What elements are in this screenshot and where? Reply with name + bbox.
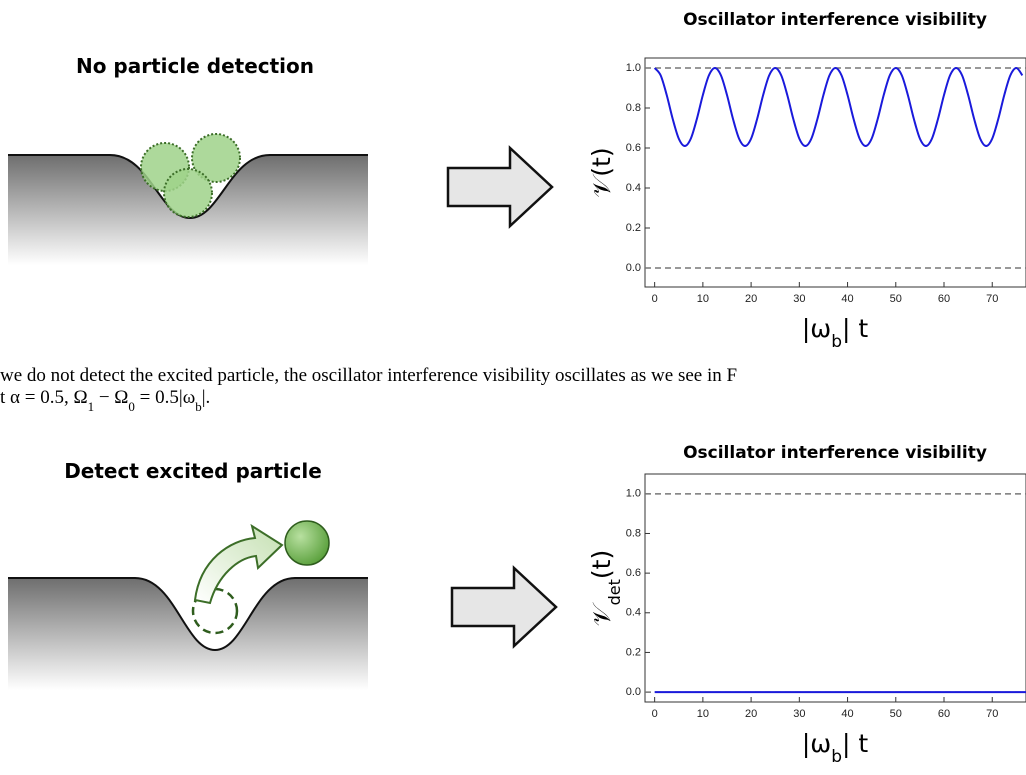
text-part: | t bbox=[842, 729, 868, 758]
y-tick-label: 0.6 bbox=[626, 567, 641, 579]
y-axis-label: 𝒱(t) bbox=[587, 147, 616, 197]
y-tick-label: 0.8 bbox=[626, 527, 641, 539]
text-part: (t) bbox=[587, 550, 616, 579]
text-part: |ω bbox=[802, 729, 831, 758]
particle bbox=[284, 520, 330, 566]
y-axis-label: 𝒱det(t) bbox=[587, 550, 624, 626]
x-tick-label: 70 bbox=[986, 293, 998, 305]
text-part: 0 bbox=[128, 399, 135, 414]
well-edge bbox=[8, 154, 368, 220]
text-part: b bbox=[831, 332, 842, 352]
chart-title: Oscillator interference visibility bbox=[683, 443, 987, 463]
escape-arrow bbox=[193, 523, 284, 605]
x-tick-label: 10 bbox=[697, 293, 709, 305]
plot-frame bbox=[644, 473, 1026, 703]
y-tick-label: 0.4 bbox=[626, 182, 641, 194]
series-line bbox=[653, 66, 1024, 148]
y-tick-label: 0.4 bbox=[626, 607, 641, 619]
text-part: 𝒱(t) bbox=[587, 147, 616, 197]
text-part: t α = 0.5, Ω bbox=[0, 387, 88, 408]
x-tick-label: 0 bbox=[652, 293, 658, 305]
x-tick-label: 20 bbox=[745, 708, 757, 720]
particles bbox=[140, 133, 241, 218]
well-edge bbox=[8, 577, 368, 652]
x-tick-label: 50 bbox=[890, 708, 902, 720]
y-tick-label: 0.0 bbox=[626, 262, 641, 274]
x-axis-label: |ωb| t bbox=[802, 314, 869, 352]
x-tick-label: 70 bbox=[986, 708, 998, 720]
x-tick-label: 40 bbox=[841, 708, 853, 720]
text-part: 𝒱 bbox=[587, 601, 616, 626]
x-tick-label: 40 bbox=[841, 293, 853, 305]
y-tick-label: 0.2 bbox=[626, 646, 641, 658]
y-tick-label: 0.2 bbox=[626, 222, 641, 234]
text-part: det bbox=[605, 579, 624, 605]
y-tick-label: 0.8 bbox=[626, 102, 641, 114]
x-tick-label: 20 bbox=[745, 293, 757, 305]
text-part: − Ω bbox=[94, 387, 128, 408]
caption-line: t α = 0.5, Ω1 − Ω0 = 0.5|ωb|. bbox=[0, 387, 210, 414]
x-tick-label: 30 bbox=[793, 293, 805, 305]
text-part: |ω bbox=[802, 314, 831, 343]
text-part: | t bbox=[842, 314, 868, 343]
arrow bbox=[450, 565, 558, 649]
well bbox=[8, 155, 368, 265]
chart-title: Oscillator interference visibility bbox=[683, 10, 987, 30]
text-part: 1 bbox=[88, 399, 95, 414]
x-axis-label: |ωb| t bbox=[802, 729, 869, 767]
x-tick-label: 60 bbox=[938, 293, 950, 305]
text-part: b bbox=[195, 399, 202, 414]
caption-line: we do not detect the excited particle, t… bbox=[0, 365, 737, 386]
y-tick-label: 0.0 bbox=[626, 686, 641, 698]
panel-title: Detect excited particle bbox=[64, 459, 322, 483]
plot-frame bbox=[644, 57, 1026, 288]
x-tick-label: 30 bbox=[793, 708, 805, 720]
text-part: b bbox=[831, 747, 842, 767]
panel-title: No particle detection bbox=[76, 54, 314, 78]
arrow bbox=[446, 145, 554, 229]
well bbox=[8, 578, 368, 690]
text-part: we do not detect the excited particle, t… bbox=[0, 365, 737, 386]
x-tick-label: 0 bbox=[652, 708, 658, 720]
x-tick-label: 60 bbox=[938, 708, 950, 720]
y-tick-label: 1.0 bbox=[626, 62, 641, 74]
text-part: |. bbox=[202, 387, 211, 408]
x-tick-label: 50 bbox=[890, 293, 902, 305]
x-tick-label: 10 bbox=[697, 708, 709, 720]
empty-site bbox=[191, 587, 239, 635]
caption: we do not detect the excited particle, t… bbox=[0, 365, 737, 414]
text-part: = 0.5|ω bbox=[135, 387, 195, 408]
y-tick-label: 0.6 bbox=[626, 142, 641, 154]
y-tick-label: 1.0 bbox=[626, 488, 641, 500]
